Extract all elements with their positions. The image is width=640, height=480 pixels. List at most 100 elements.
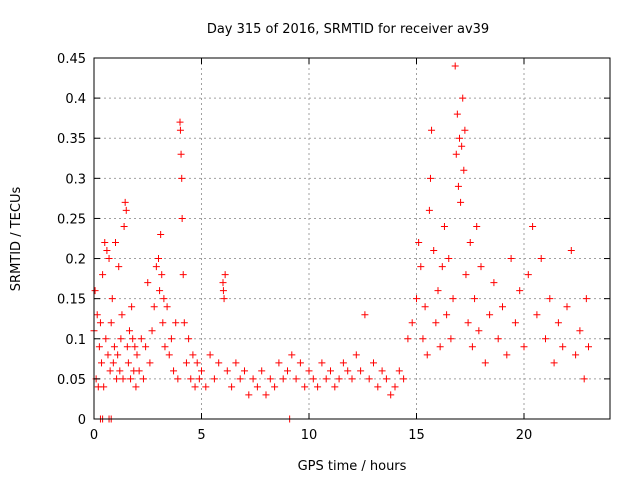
data-point (102, 335, 110, 343)
data-point (191, 383, 199, 391)
data-point (503, 351, 511, 359)
y-tick-label: 0.05 (57, 373, 86, 388)
data-point (210, 375, 218, 383)
data-point (123, 343, 131, 351)
y-tick-label: 0.4 (65, 92, 86, 107)
data-point (580, 375, 588, 383)
data-point (241, 367, 248, 375)
data-point (115, 263, 123, 271)
data-point (223, 367, 231, 375)
data-point (348, 375, 356, 383)
data-point (236, 375, 244, 383)
data-point (177, 150, 185, 158)
data-point (451, 62, 459, 70)
data-point (477, 263, 485, 271)
data-point (167, 335, 175, 343)
data-point (387, 391, 395, 399)
data-point (314, 383, 322, 391)
data-point (91, 287, 99, 295)
data-point (187, 375, 195, 383)
data-point (585, 343, 592, 351)
x-axis-label: GPS time / hours (298, 459, 407, 474)
data-point (150, 303, 158, 311)
data-point (176, 118, 184, 126)
data-point (101, 239, 109, 247)
data-point (296, 359, 304, 367)
data-point (137, 335, 145, 343)
data-point (116, 367, 124, 375)
data-point (193, 359, 201, 367)
data-point (161, 343, 169, 351)
data-point (466, 239, 474, 247)
data-point (335, 375, 343, 383)
y-tick-label: 0.35 (57, 132, 86, 147)
data-point (195, 375, 203, 383)
y-tick-label: 0.1 (65, 333, 86, 348)
data-point (106, 367, 114, 375)
data-point (232, 359, 240, 367)
data-point (378, 367, 386, 375)
data-point (473, 222, 481, 230)
data-point (464, 319, 472, 327)
data-point (185, 335, 193, 343)
data-point (114, 351, 122, 359)
data-point (176, 126, 184, 134)
data-point (301, 383, 309, 391)
data-point (127, 375, 135, 383)
data-point (121, 198, 129, 206)
data-point (318, 359, 326, 367)
data-point (146, 359, 154, 367)
data-point (421, 303, 429, 311)
data-point (284, 367, 291, 375)
data-point (339, 359, 347, 367)
data-point (447, 335, 455, 343)
data-point (133, 351, 141, 359)
data-point (103, 247, 111, 255)
data-point (262, 391, 270, 399)
data-point (428, 126, 436, 134)
x-tick-label: 0 (90, 428, 98, 443)
data-point (475, 327, 483, 335)
y-tick-label: 0 (78, 413, 86, 428)
data-point (417, 263, 425, 271)
plot-frame (93, 57, 611, 420)
data-point (457, 198, 465, 206)
data-point (152, 263, 160, 271)
data-point (456, 134, 463, 142)
data-point (160, 295, 168, 303)
data-point (576, 327, 584, 335)
data-point (105, 255, 113, 263)
x-tick-label: 10 (301, 428, 318, 443)
data-point (426, 174, 434, 182)
data-point (220, 295, 228, 303)
data-point (459, 94, 467, 102)
data-point (357, 367, 365, 375)
data-point (322, 375, 330, 383)
data-point (219, 287, 227, 295)
data-point (113, 375, 121, 383)
data-point (215, 359, 223, 367)
data-point (537, 255, 545, 263)
data-point (365, 375, 373, 383)
data-point (253, 383, 261, 391)
data-point (117, 335, 125, 343)
data-point (533, 311, 541, 319)
data-point (550, 359, 558, 367)
data-point (120, 222, 128, 230)
data-point (486, 311, 494, 319)
data-point (245, 391, 253, 399)
data-point (436, 343, 444, 351)
data-point (445, 255, 453, 263)
data-point (572, 351, 580, 359)
x-tick-label: 15 (408, 428, 425, 443)
data-point (432, 319, 440, 327)
data-point (374, 383, 382, 391)
data-point (413, 295, 420, 303)
data-point (178, 214, 186, 222)
data-point (132, 383, 140, 391)
data-point (108, 295, 116, 303)
data-point (458, 142, 466, 150)
data-point (182, 359, 190, 367)
data-point (331, 383, 339, 391)
y-axis-label: SRMTID / TECUs (9, 187, 24, 292)
